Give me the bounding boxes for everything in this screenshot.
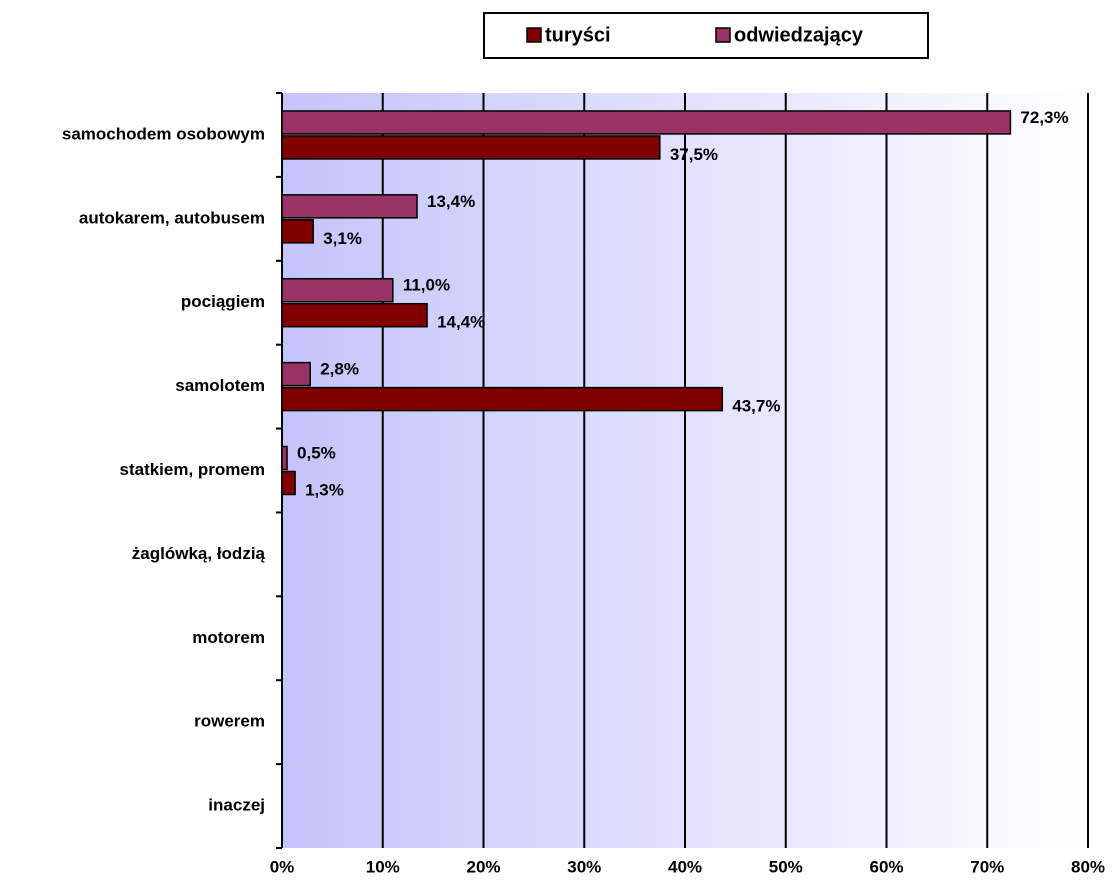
legend-box: [483, 12, 929, 59]
x-tick-label: 0%: [270, 857, 295, 876]
x-tick-label: 70%: [970, 857, 1004, 876]
value-label: 2,8%: [320, 360, 359, 379]
y-tick-label: samochodem osobowym: [62, 124, 265, 143]
y-tick-label: rowerem: [194, 712, 265, 731]
value-label: 14,4%: [437, 313, 485, 332]
bar: [281, 302, 428, 328]
bar: [281, 445, 288, 471]
y-tick-label: pociągiem: [181, 292, 265, 311]
y-tick-label: autokarem, autobusem: [79, 208, 265, 227]
x-tick-label: 20%: [466, 857, 500, 876]
x-tick-label: 80%: [1071, 857, 1105, 876]
bar: [281, 470, 296, 496]
bar: [281, 110, 1012, 135]
legend-label: odwiedzający: [734, 24, 864, 46]
x-tick-label: 60%: [869, 857, 903, 876]
x-tick-label: 50%: [769, 857, 803, 876]
y-tick-label: motorem: [192, 628, 265, 647]
x-tick-label: 30%: [567, 857, 601, 876]
value-label: 11,0%: [403, 276, 450, 295]
value-label: 3,1%: [323, 229, 362, 248]
bar: [281, 386, 724, 412]
y-tick-label: statkiem, promem: [120, 460, 266, 479]
bar: [281, 135, 661, 160]
x-tick-label: 40%: [668, 857, 702, 876]
legend-swatch: [715, 27, 731, 43]
value-label: 72,3%: [1020, 108, 1068, 127]
legend-label: turyści: [545, 24, 611, 46]
bar: [281, 194, 418, 219]
bar: [281, 277, 394, 303]
x-tick-label: 10%: [366, 857, 400, 876]
value-label: 0,5%: [297, 443, 336, 462]
legend-swatch: [526, 27, 542, 43]
y-tick-label: samolotem: [175, 376, 265, 395]
bar: [281, 361, 311, 387]
value-label: 43,7%: [732, 397, 780, 416]
value-label: 37,5%: [670, 145, 718, 164]
y-tick-label: inaczej: [208, 796, 265, 815]
y-tick-label: żaglówką, łodzią: [132, 544, 266, 563]
bar: [281, 219, 314, 244]
value-label: 13,4%: [427, 192, 475, 211]
value-label: 1,3%: [305, 480, 344, 499]
